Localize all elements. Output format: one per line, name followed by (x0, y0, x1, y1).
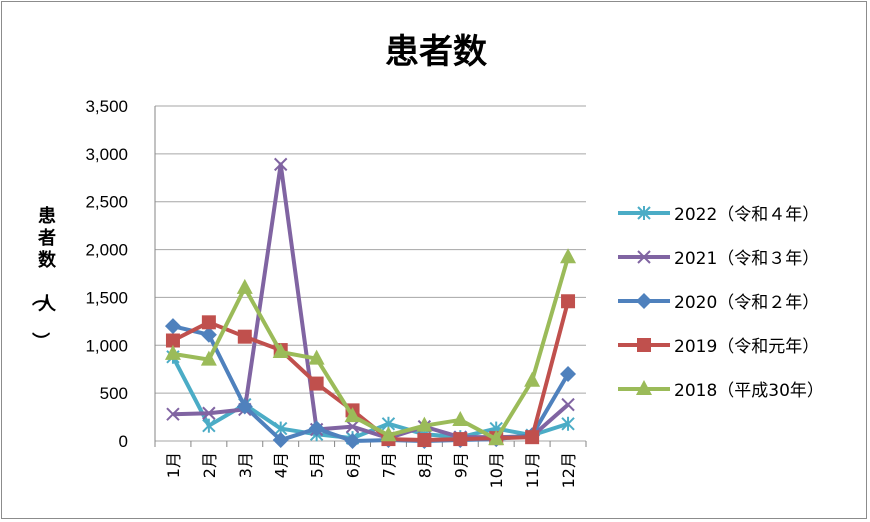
series-line (172, 162, 570, 441)
x-tick-label: 7月 (379, 452, 398, 478)
series-line (172, 256, 570, 442)
data-point (200, 350, 217, 366)
chart-title: 患者数 (385, 32, 487, 72)
data-point (561, 397, 575, 412)
data-point (524, 371, 541, 387)
data-point (417, 433, 432, 448)
legend-label: 2020（令和２年） (674, 293, 819, 313)
data-point (488, 430, 505, 446)
y-tick-label: 500 (100, 384, 128, 403)
data-point (201, 315, 216, 330)
y-axis-label-char: 人 (38, 294, 57, 315)
data-point (344, 407, 361, 423)
data-point (200, 326, 217, 343)
legend-entry: 2022（令和４年） (618, 205, 819, 225)
x-tick-label: 4月 (272, 452, 291, 478)
x-tick-label: 2月 (200, 452, 219, 478)
y-tick-label: 0 (119, 432, 128, 451)
data-point (561, 294, 576, 309)
data-point (309, 376, 324, 391)
data-point (236, 278, 253, 294)
x-tick-label: 1月 (164, 452, 183, 478)
legend-label: 2018（平成30年） (674, 381, 824, 401)
legend-label: 2019（令和元年） (674, 337, 819, 357)
y-tick-label: 3,000 (85, 145, 128, 164)
data-point (345, 419, 360, 434)
legend-entry: 2021（令和３年） (618, 249, 819, 269)
data-point (164, 344, 181, 360)
x-tick-label: 12月 (559, 452, 578, 488)
x-tick-label: 10月 (487, 452, 506, 488)
legend-entry: 2019（令和元年） (618, 337, 819, 357)
data-point (453, 432, 468, 447)
series-group (164, 157, 577, 449)
data-point (308, 420, 325, 437)
data-point (560, 366, 577, 382)
data-point (164, 318, 181, 335)
y-axis-ticks: 0 500 1,000 1,500 2,000 2,500 3,000 3,500 (85, 97, 128, 451)
data-point (452, 410, 469, 426)
data-point (166, 407, 180, 421)
data-point (165, 333, 180, 348)
x-tick-label: 5月 (308, 452, 327, 478)
y-axis-label-char: ） (29, 332, 50, 350)
data-point (560, 248, 577, 264)
y-axis-label-char: （ (29, 288, 50, 306)
x-tick-label: 6月 (344, 452, 363, 478)
x-axis-ticks: 1月 2月 3月 4月 5月 6月 7月 8月 9月 10月 11月 12月 (164, 452, 578, 488)
x-tick-label: 11月 (523, 452, 542, 488)
y-tick-label: 3,500 (85, 97, 128, 116)
data-point (561, 416, 575, 431)
legend-label: 2022（令和４年） (674, 205, 819, 225)
data-point (308, 349, 325, 365)
series-4 (164, 248, 577, 446)
legend-marker (636, 293, 652, 309)
y-axis-label-char: 者 (37, 228, 56, 249)
data-point (237, 329, 252, 344)
legend-marker (637, 250, 651, 264)
data-point (274, 157, 288, 172)
y-axis-label-char: 患 (38, 206, 56, 227)
data-point (525, 430, 540, 445)
data-point (202, 418, 216, 433)
data-point (272, 432, 289, 449)
y-tick-label: 1,500 (85, 288, 128, 307)
grid-lines (154, 105, 587, 447)
data-point (344, 433, 361, 449)
legend-marker (637, 206, 651, 220)
data-point (416, 416, 433, 432)
y-axis-label: 患者数 （人 ） (29, 206, 57, 350)
y-tick-label: 2,500 (85, 193, 128, 212)
x-tick-label: 9月 (451, 452, 470, 478)
legend-entry: 2018（平成30年） (618, 380, 824, 401)
legend-marker (636, 380, 652, 395)
data-point (202, 406, 216, 420)
y-tick-label: 1,000 (85, 336, 128, 355)
y-axis-label-char: 数 (38, 249, 57, 271)
legend-marker (637, 338, 651, 352)
x-tick-label: 3月 (236, 452, 255, 478)
y-axis-label-text: 患者数 （人 ） (29, 206, 57, 350)
data-point (272, 342, 289, 358)
legend-entry: 2020（令和２年） (618, 293, 819, 313)
data-point (236, 398, 253, 415)
data-point (380, 426, 397, 442)
legend-label: 2021（令和３年） (674, 249, 819, 269)
legend: 2022（令和４年） 2021（令和３年） 2020（令和２年） 2019（令和元年）… (618, 205, 824, 401)
x-tick-label: 8月 (415, 452, 434, 478)
y-tick-label: 2,000 (85, 241, 128, 260)
